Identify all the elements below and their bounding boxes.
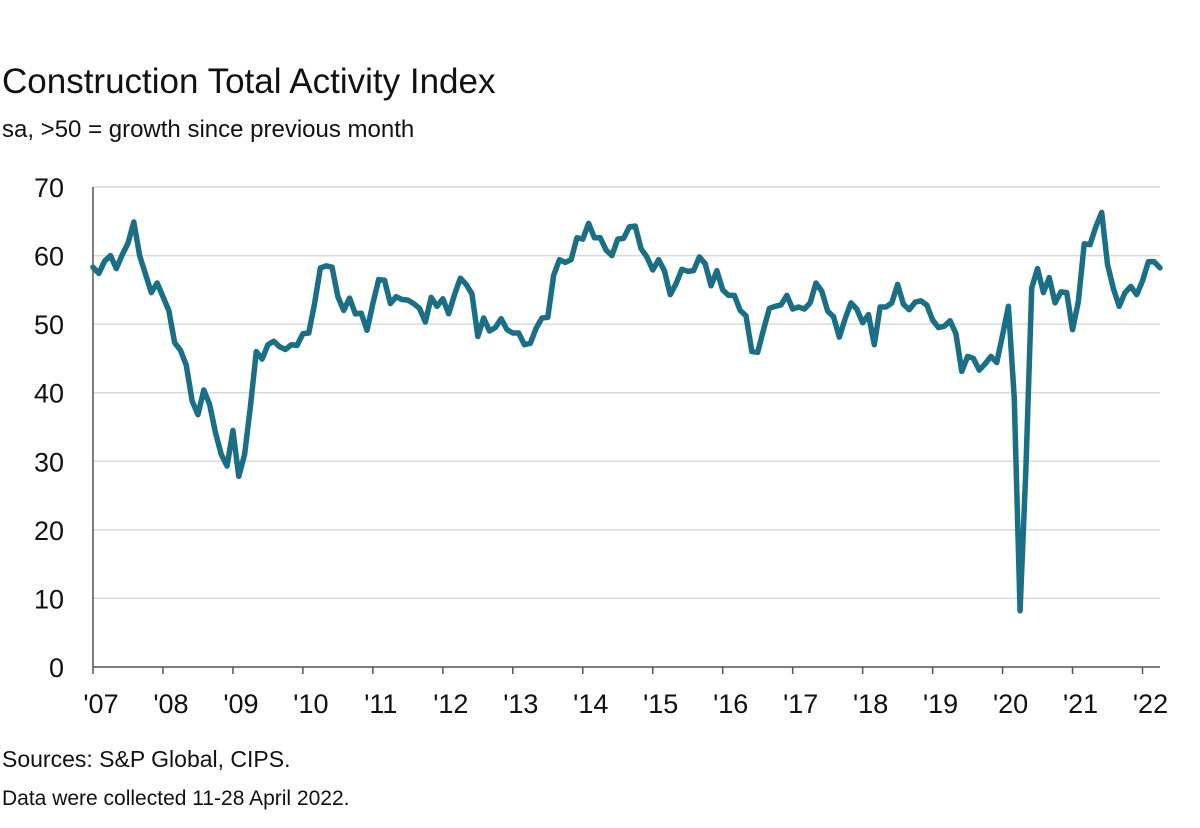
- x-tick-label: '14: [573, 689, 608, 719]
- gridlines: [93, 186, 1160, 600]
- y-tick-label: 30: [34, 447, 64, 477]
- y-tick-label: 60: [34, 242, 64, 272]
- x-tick-label: '22: [1133, 689, 1168, 719]
- chart-subtitle: sa, >50 = growth since previous month: [2, 116, 415, 143]
- x-tick-label: '13: [503, 689, 538, 719]
- x-tick-label: '17: [783, 689, 818, 719]
- y-tick-label: 0: [49, 653, 64, 683]
- y-tick-label: 10: [34, 584, 64, 614]
- y-tick-label: 20: [34, 516, 64, 546]
- y-tick-label: 70: [34, 173, 64, 203]
- x-tick-label: '15: [643, 689, 678, 719]
- x-tick-label: '20: [993, 689, 1028, 719]
- y-tick-label: 40: [34, 379, 64, 409]
- x-axis: '07 '08 '09 '10 '11 '12 '13 '14 '15 '16 '17 '18 '19 '…: [83, 666, 1168, 719]
- plot-area: [90, 209, 1163, 614]
- line-chart: 0 10 20 30 40 50 60 70 '07 '08 '09 '10 '11 '12 '13 '14…: [34, 173, 1168, 719]
- x-tick-label: '19: [923, 689, 958, 719]
- x-tick-label: '18: [853, 689, 888, 719]
- series-line: [90, 209, 1163, 614]
- y-axis: 0 10 20 30 40 50 60 70: [34, 173, 94, 683]
- x-tick-label: '07: [83, 689, 118, 719]
- collection-note: Data were collected 11-28 April 2022.: [2, 787, 350, 810]
- x-tick-label: '11: [364, 689, 397, 719]
- x-tick-label: '16: [713, 689, 748, 719]
- x-tick-label: '09: [223, 689, 258, 719]
- chart-title: Construction Total Activity Index: [2, 62, 496, 101]
- source-note: Sources: S&P Global, CIPS.: [2, 746, 291, 772]
- x-tick-label: '10: [293, 689, 328, 719]
- x-tick-label: '12: [433, 689, 468, 719]
- x-tick-label: '21: [1063, 689, 1098, 719]
- y-tick-label: 50: [34, 310, 64, 340]
- x-tick-label: '08: [153, 689, 188, 719]
